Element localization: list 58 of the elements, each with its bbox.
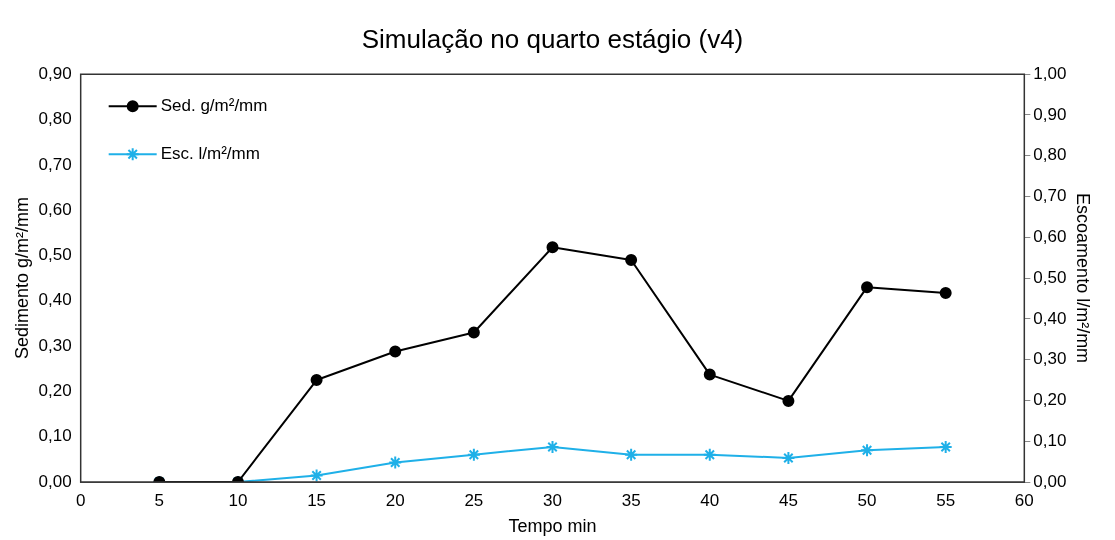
y2-tick-label: 0,00	[1033, 471, 1067, 491]
y2-tick-label: 0,60	[1033, 227, 1067, 247]
y-tick-label: 0,50	[38, 245, 72, 265]
y-tick-label: 0,80	[38, 109, 72, 129]
x-tick-label: 50	[857, 490, 877, 510]
y-axis-title: Sedimento g/m²/mm	[11, 197, 32, 360]
y-tick-label: 0,30	[38, 335, 72, 355]
x-tick-label: 55	[936, 490, 956, 510]
y-tick-label: 0,60	[38, 199, 72, 219]
x-axis-title: Tempo min	[508, 516, 597, 537]
y2-axis-title: Escoamento l/m²/mm	[1073, 193, 1094, 364]
point	[309, 468, 324, 482]
point	[389, 345, 402, 358]
x-tick-label: 10	[228, 490, 248, 510]
point	[938, 439, 953, 454]
y2-tick-label: 1,00	[1033, 63, 1067, 83]
x-tick-label: 30	[543, 490, 562, 510]
point	[782, 394, 795, 407]
y2-tick-label: 0,50	[1033, 267, 1067, 287]
legend-label: Esc. l/m²/mm	[160, 143, 260, 163]
y-tick-label: 0,90	[38, 63, 72, 83]
point	[310, 374, 323, 387]
point	[545, 439, 560, 454]
point	[861, 281, 874, 294]
y2-tick-label: 0,40	[1033, 308, 1067, 328]
x-tick-label: 0	[75, 490, 86, 510]
point	[546, 241, 559, 254]
y-tick-label: 0,00	[38, 471, 72, 491]
y2-tick-label: 0,20	[1033, 390, 1067, 410]
point	[624, 447, 639, 462]
x-tick-label: 25	[464, 490, 484, 510]
point	[860, 443, 875, 458]
x-tick-label: 45	[778, 490, 798, 510]
y-tick-label: 0,10	[38, 426, 72, 446]
x-tick-label: 35	[621, 490, 641, 510]
point	[388, 455, 403, 470]
point	[625, 253, 638, 266]
y2-tick-label: 0,80	[1033, 145, 1067, 165]
x-tick-label: 60	[1014, 490, 1034, 510]
x-tick-label: 40	[700, 490, 720, 510]
y2-tick-label: 0,70	[1033, 186, 1067, 206]
y2-tick-label: 0,10	[1033, 430, 1067, 450]
point	[467, 326, 480, 339]
x-tick-label: 20	[385, 490, 405, 510]
x-tick-label: 15	[307, 490, 327, 510]
y-tick-label: 0,40	[38, 290, 72, 310]
point	[466, 447, 481, 462]
y-tick-label: 0,20	[38, 381, 72, 401]
point	[781, 450, 796, 465]
legend-label: Sed. g/m²/mm	[160, 95, 268, 115]
y2-tick-label: 0,30	[1033, 349, 1067, 369]
y-tick-label: 0,70	[38, 154, 72, 174]
chart-title: Simulação no quarto estágio (v4)	[361, 23, 744, 54]
x-tick-label: 5	[154, 490, 165, 510]
point	[703, 368, 716, 381]
point	[939, 287, 952, 300]
point	[702, 447, 717, 462]
y2-tick-label: 0,90	[1033, 104, 1067, 124]
